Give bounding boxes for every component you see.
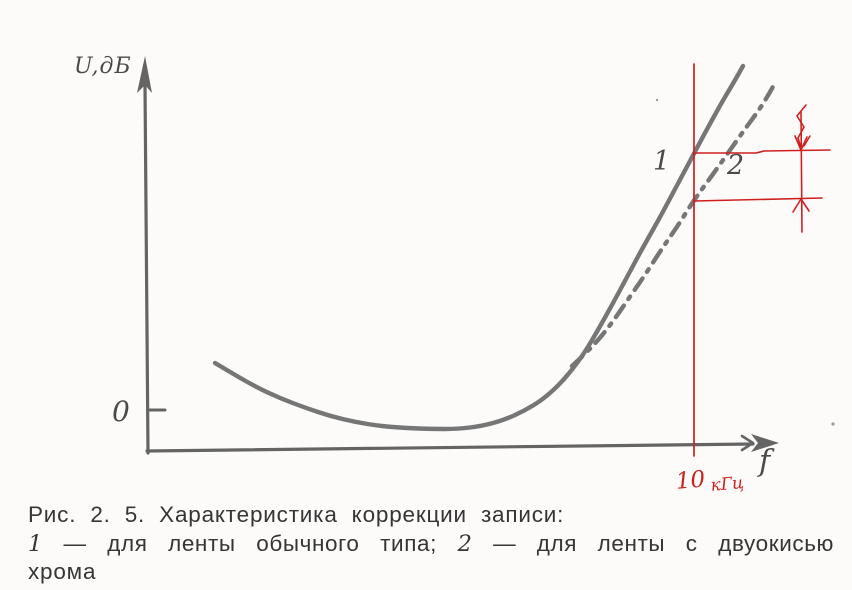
caption-legend: 1 — для ленты обычного типа; 2 — для лен… xyxy=(28,531,834,557)
x-axis-arrow-chevron xyxy=(740,434,755,452)
annotation-value: 10 xyxy=(674,466,707,495)
annotation-unit: кГц xyxy=(709,473,745,496)
handwritten-10khz-annotation: 10 кГц xyxy=(675,465,745,498)
caption-legend-num2: 2 xyxy=(457,531,473,557)
x-axis-label: f xyxy=(759,444,771,479)
caption-legend-num1: 1 xyxy=(28,531,43,557)
y-axis-arrowhead xyxy=(137,56,152,93)
y-axis-line xyxy=(143,84,150,455)
caption-title: Рис. 2. 5. Характеристика коррекции запи… xyxy=(28,502,565,527)
caption-legend-continued: хрома xyxy=(28,559,97,584)
paper-speck-upper xyxy=(655,98,659,102)
origin-zero-label: 0 xyxy=(112,395,130,428)
curve-2-line xyxy=(569,78,779,369)
red-squiggle xyxy=(796,104,807,149)
caption-legend-text2: — для ленты с двуокисью xyxy=(472,531,835,556)
red-arrowhead-up xyxy=(792,198,810,213)
figure-caption: Рис. 2. 5. Характеристика коррекции запи… xyxy=(28,502,834,585)
red-arrowhead-down xyxy=(794,135,808,151)
caption-legend-text1: — для ленты обычного типа; xyxy=(42,531,458,556)
x-axis-arrowhead xyxy=(751,434,779,452)
curve-1-line xyxy=(212,63,746,432)
paper-speck-right xyxy=(831,422,835,426)
x-axis-line xyxy=(145,442,755,453)
red-level-line-curve1 xyxy=(693,149,831,154)
red-squiggle-hook xyxy=(803,135,811,147)
y-axis-label: U,дБ xyxy=(74,54,132,79)
curve-1-label: 1 xyxy=(653,146,671,177)
curve-2-label: 2 xyxy=(727,150,745,181)
